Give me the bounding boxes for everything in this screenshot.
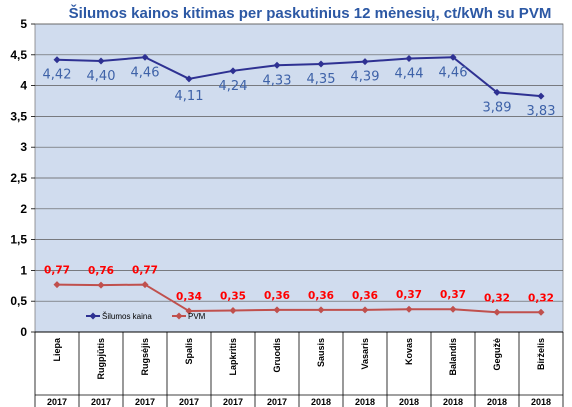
x-axis: Liepa 2017 Rugpjūtis 2017 Rugsėjis 2017 Spalis… xyxy=(34,331,564,407)
data-label: 0,36 xyxy=(264,290,290,302)
data-point-marker xyxy=(185,75,193,83)
data-point-marker xyxy=(97,281,105,289)
y-tick-label: 4,5 xyxy=(10,48,27,62)
series-line xyxy=(56,283,541,314)
x-category-label: Rugpjūtis xyxy=(96,338,106,380)
x-year-label: 2017 xyxy=(223,397,243,407)
data-point-marker xyxy=(53,56,61,64)
x-category-label: Gegužė xyxy=(492,338,502,371)
data-point-marker xyxy=(317,60,325,68)
data-point-marker xyxy=(53,281,61,289)
x-year-label: 2018 xyxy=(355,397,375,407)
x-category-label: Balandis xyxy=(448,338,458,376)
data-point-marker xyxy=(229,306,237,314)
y-tick-label: 2,5 xyxy=(10,171,27,185)
x-year-label: 2017 xyxy=(47,397,67,407)
data-point-marker xyxy=(405,305,413,313)
data-labels: 4,42 4,40 4,46 4,11 4,24 4,33 4,35 4,39 4,44 4,46… xyxy=(43,65,556,304)
data-label: 0,37 xyxy=(396,289,422,301)
data-label: 0,34 xyxy=(176,291,202,303)
data-label: 3,89 xyxy=(483,100,512,115)
data-label: 4,46 xyxy=(131,65,160,80)
data-label: 0,36 xyxy=(352,290,378,302)
x-year-label: 2017 xyxy=(135,397,155,407)
y-tick-label: 0,5 xyxy=(10,294,27,308)
x-year-label: 2017 xyxy=(267,397,287,407)
data-point-marker xyxy=(185,307,193,315)
data-label: 0,37 xyxy=(440,289,466,301)
x-category-label: Rugsėjis xyxy=(140,338,150,376)
data-point-marker xyxy=(229,67,237,75)
data-label: 4,46 xyxy=(439,65,468,80)
y-tick-label: 2 xyxy=(20,202,27,216)
data-label: 0,76 xyxy=(88,265,114,277)
x-category-label: Gruodis xyxy=(272,338,282,373)
y-tick-label: 4 xyxy=(20,79,27,93)
data-point-marker xyxy=(273,306,281,314)
x-category-label: Vasaris xyxy=(360,338,370,370)
data-point-marker xyxy=(405,54,413,62)
x-year-label: 2018 xyxy=(399,397,419,407)
x-year-label: 2018 xyxy=(531,397,551,407)
data-point-marker xyxy=(273,61,281,69)
legend: Šilumos kaina PVM xyxy=(86,312,206,321)
legend-label: PVM xyxy=(188,312,206,321)
data-label: 0,36 xyxy=(308,290,334,302)
data-label: 4,42 xyxy=(43,68,72,83)
y-tick-label: 5 xyxy=(20,17,27,31)
x-year-label: 2017 xyxy=(179,397,199,407)
x-category-label: Liepa xyxy=(52,337,62,362)
series-line xyxy=(56,56,542,98)
y-tick-label: 1 xyxy=(20,263,27,277)
data-label: 4,44 xyxy=(395,66,424,81)
data-point-marker xyxy=(317,306,325,314)
data-label: 4,40 xyxy=(87,69,116,84)
data-point-marker xyxy=(449,53,457,61)
data-point-marker xyxy=(361,58,369,66)
data-label: 0,35 xyxy=(220,290,246,302)
legend-marker xyxy=(89,312,97,320)
data-point-marker xyxy=(537,92,545,100)
data-point-marker xyxy=(141,53,149,61)
data-point-marker xyxy=(361,306,369,314)
data-point-marker xyxy=(97,57,105,65)
chart-title: Šilumos kainos kitimas per paskutinius 1… xyxy=(69,4,552,22)
y-tick-label: 1,5 xyxy=(10,233,27,247)
data-label: 0,77 xyxy=(132,265,158,277)
data-point-marker xyxy=(493,308,501,316)
legend-label: Šilumos kaina xyxy=(102,312,152,321)
data-label: 0,32 xyxy=(484,292,510,304)
data-label: 0,77 xyxy=(44,265,70,277)
data-point-marker xyxy=(493,88,501,96)
y-tick-label: 0 xyxy=(20,325,27,339)
data-label: 4,24 xyxy=(219,79,248,94)
legend-marker xyxy=(175,312,183,320)
data-label: 4,35 xyxy=(307,72,336,87)
x-category-label: Lapkritis xyxy=(228,338,238,376)
data-point-marker xyxy=(449,305,457,313)
data-label: 4,39 xyxy=(351,70,380,85)
x-category-label: Kovas xyxy=(404,338,414,365)
x-year-label: 2018 xyxy=(487,397,507,407)
y-axis: 0 0,5 1 1,5 2 2,5 3 3,5 4 4,5 5 xyxy=(10,17,35,339)
series-group xyxy=(53,53,545,316)
data-label: 3,83 xyxy=(527,104,556,119)
x-category-label: Sausis xyxy=(316,338,326,367)
data-point-marker xyxy=(141,281,149,289)
x-year-label: 2018 xyxy=(311,397,331,407)
x-category-label: Birželis xyxy=(536,338,546,370)
data-label: 0,32 xyxy=(528,292,554,304)
data-label: 4,11 xyxy=(175,89,204,104)
data-point-marker xyxy=(537,308,545,316)
y-tick-label: 3,5 xyxy=(10,109,27,123)
x-year-label: 2017 xyxy=(91,397,111,407)
x-category-label: Spalis xyxy=(184,338,194,365)
y-tick-label: 3 xyxy=(20,140,27,154)
data-label: 4,33 xyxy=(263,73,292,88)
x-year-label: 2018 xyxy=(443,397,463,407)
